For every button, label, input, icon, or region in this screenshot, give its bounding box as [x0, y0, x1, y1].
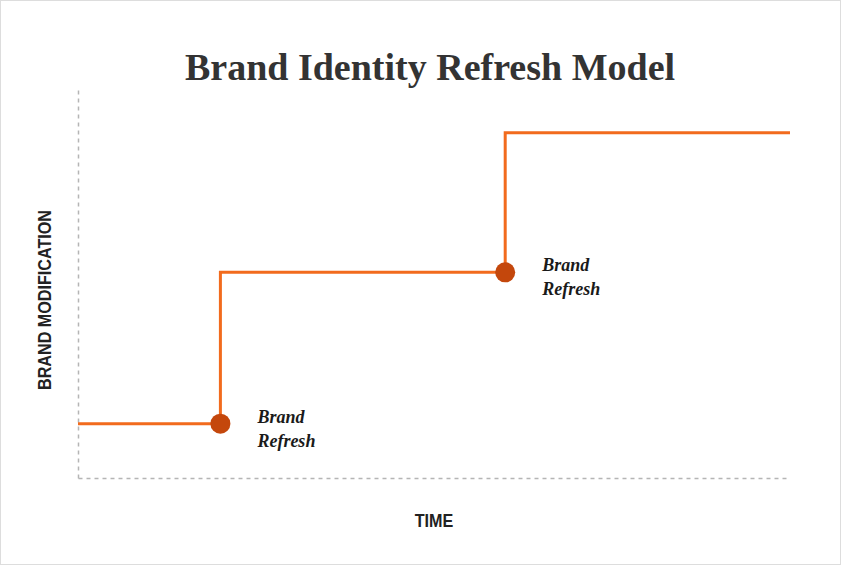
y-axis: [78, 91, 79, 479]
axis-line: [78, 91, 80, 479]
line: [78, 133, 790, 424]
annotation: Brand Refresh: [541, 255, 600, 299]
refresh-point: [495, 262, 515, 282]
x-axis: [79, 478, 791, 479]
axis-line: [79, 478, 791, 480]
refresh-point: [210, 414, 230, 434]
annotation-line: Brand: [541, 255, 590, 275]
x-axis-title: TIME: [415, 510, 454, 532]
y-axis-title: BRAND MODIFICATION: [34, 210, 56, 390]
marks: [78, 133, 790, 434]
annotation-line: Brand: [256, 407, 305, 427]
background: [1, 1, 841, 565]
annotation-line: Refresh: [541, 279, 600, 299]
plot: Brand Refresh Brand Refresh: [78, 91, 791, 479]
chart: Brand Refresh Brand Refresh Brand Identity R…: [0, 0, 841, 565]
title: Brand Identity Refresh Model: [185, 46, 675, 88]
annotation: Brand Refresh: [256, 407, 315, 451]
annotation-line: Refresh: [256, 431, 315, 451]
